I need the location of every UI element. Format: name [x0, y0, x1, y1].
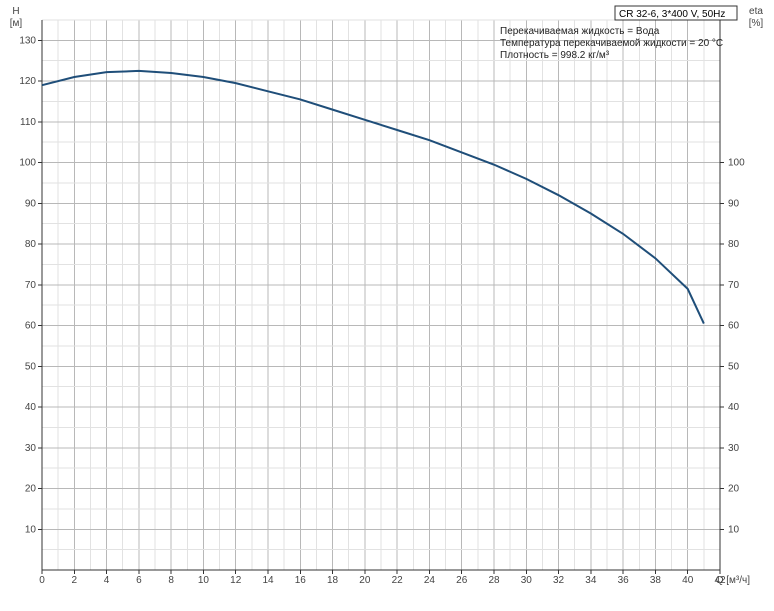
x-tick-label: 14 — [262, 575, 274, 586]
y-left-tick-label: 90 — [25, 198, 37, 209]
x-tick-label: 0 — [39, 575, 45, 586]
x-tick-label: 24 — [424, 575, 436, 586]
x-tick-label: 22 — [392, 575, 404, 586]
series — [42, 71, 704, 324]
x-tick-label: 32 — [553, 575, 565, 586]
y-left-tick-label: 130 — [19, 35, 36, 46]
y-right-tick-label: 90 — [728, 198, 740, 209]
x-tick-label: 16 — [295, 575, 307, 586]
y-left-label-top: H — [12, 6, 19, 17]
y-left-tick-label: 80 — [25, 239, 37, 250]
y-right-tick-label: 10 — [728, 524, 740, 535]
annotation-1: Температура перекачиваемой жидкости = 20… — [500, 38, 723, 49]
y-left-tick-label: 100 — [19, 158, 36, 169]
y-left-tick-label: 50 — [25, 361, 37, 372]
x-tick-label: 38 — [650, 575, 662, 586]
x-tick-label: 40 — [682, 575, 694, 586]
annotations: Перекачиваемая жидкость = ВодаТемператур… — [500, 26, 723, 61]
x-axis-label: Q [м³/ч] — [716, 575, 751, 586]
annotation-0: Перекачиваемая жидкость = Вода — [500, 26, 660, 37]
y-right-tick-label: 100 — [728, 158, 745, 169]
y-left-tick-label: 30 — [25, 443, 37, 454]
y-left-tick-label: 120 — [19, 76, 36, 87]
y-right-tick-label: 20 — [728, 484, 740, 495]
x-tick-label: 10 — [198, 575, 210, 586]
y-right-tick-label: 50 — [728, 361, 740, 372]
x-tick-label: 20 — [359, 575, 371, 586]
x-tick-label: 2 — [72, 575, 78, 586]
x-tick-label: 28 — [488, 575, 500, 586]
y-right-tick-label: 40 — [728, 402, 740, 413]
y-right-label-unit: [%] — [749, 18, 764, 29]
pump-curve-chart: 0246810121416182022242628303234363840421… — [0, 0, 774, 611]
x-tick-label: 12 — [230, 575, 242, 586]
x-tick-label: 18 — [327, 575, 339, 586]
y-left-label-unit: [м] — [10, 18, 23, 29]
x-tick-label: 8 — [168, 575, 174, 586]
x-tick-label: 30 — [521, 575, 533, 586]
tick-labels: 0246810121416182022242628303234363840421… — [19, 35, 745, 586]
y-left-tick-label: 20 — [25, 484, 37, 495]
title-box-text: CR 32-6, 3*400 V, 50Hz — [619, 9, 725, 20]
annotation-2: Плотность = 998.2 кг/м³ — [500, 50, 610, 61]
y-left-tick-label: 40 — [25, 402, 37, 413]
x-tick-label: 34 — [585, 575, 597, 586]
title-box: CR 32-6, 3*400 V, 50Hz — [615, 6, 737, 20]
y-left-tick-label: 10 — [25, 524, 37, 535]
x-tick-label: 4 — [104, 575, 110, 586]
series-H-Q — [42, 71, 704, 324]
y-right-tick-label: 60 — [728, 321, 740, 332]
grid — [42, 20, 720, 570]
x-tick-label: 6 — [136, 575, 142, 586]
y-right-tick-label: 70 — [728, 280, 740, 291]
y-left-tick-label: 110 — [20, 117, 36, 128]
y-left-tick-label: 70 — [25, 280, 37, 291]
x-tick-label: 36 — [618, 575, 630, 586]
y-right-tick-label: 80 — [728, 239, 740, 250]
y-right-label-top: eta — [749, 6, 763, 17]
y-left-tick-label: 60 — [25, 321, 37, 332]
y-right-tick-label: 30 — [728, 443, 740, 454]
x-tick-label: 26 — [456, 575, 468, 586]
